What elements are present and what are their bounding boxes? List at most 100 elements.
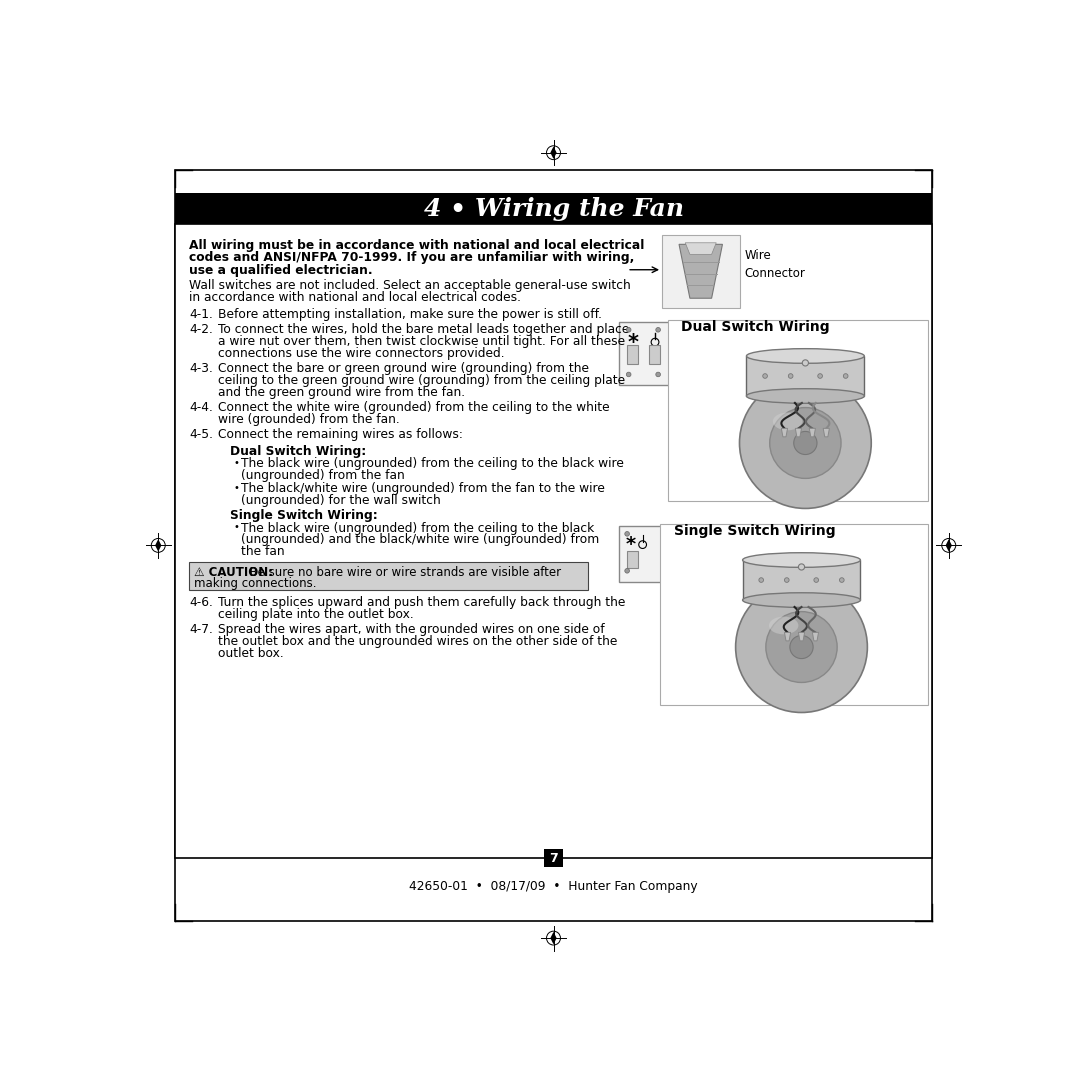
Circle shape: [626, 327, 631, 333]
Polygon shape: [823, 429, 829, 436]
Polygon shape: [156, 539, 161, 552]
Bar: [619, 526, 664, 582]
Text: Connect the white wire (grounded) from the ceiling to the white: Connect the white wire (grounded) from t…: [218, 401, 609, 414]
Text: 4-7.: 4-7.: [189, 623, 213, 636]
Polygon shape: [946, 539, 951, 552]
Circle shape: [814, 578, 819, 582]
Text: All wiring must be in accordance with national and local electrical: All wiring must be in accordance with na…: [189, 239, 645, 252]
Text: 42650-01  •  08/17/09  •  Hunter Fan Company: 42650-01 • 08/17/09 • Hunter Fan Company: [409, 879, 698, 892]
Text: Turn the splices upward and push them carefully back through the: Turn the splices upward and push them ca…: [218, 596, 625, 609]
Text: *: *: [625, 536, 636, 554]
Text: use a qualified electrician.: use a qualified electrician.: [189, 264, 373, 276]
Polygon shape: [781, 429, 787, 436]
Text: 7: 7: [549, 852, 558, 865]
Text: Dual Switch Wiring:: Dual Switch Wiring:: [230, 445, 366, 458]
Text: Spread the wires apart, with the grounded wires on one side of: Spread the wires apart, with the grounde…: [218, 623, 605, 636]
Text: •: •: [233, 458, 240, 468]
Bar: [175, 224, 932, 858]
Polygon shape: [679, 244, 723, 298]
Circle shape: [766, 611, 837, 683]
Ellipse shape: [743, 593, 861, 607]
Text: Connect the remaining wires as follows:: Connect the remaining wires as follows:: [218, 428, 463, 441]
Circle shape: [789, 635, 813, 659]
Text: The black wire (ungrounded) from the ceiling to the black wire: The black wire (ungrounded) from the cei…: [241, 457, 624, 470]
Text: Be sure no bare wire or wire strands are visible after: Be sure no bare wire or wire strands are…: [242, 566, 562, 579]
Text: (ungrounded) from the fan: (ungrounded) from the fan: [241, 469, 405, 482]
Text: in accordance with national and local electrical codes.: in accordance with national and local el…: [189, 292, 522, 305]
Circle shape: [759, 578, 764, 582]
Text: 4-2.: 4-2.: [189, 323, 213, 336]
Text: Single Switch Wiring: Single Switch Wiring: [674, 524, 835, 538]
Circle shape: [794, 431, 816, 455]
Circle shape: [788, 374, 793, 378]
Circle shape: [625, 568, 630, 573]
Text: •: •: [233, 523, 240, 532]
Text: wire (grounded) from the fan.: wire (grounded) from the fan.: [218, 413, 400, 426]
Text: ⚠ CAUTION:: ⚠ CAUTION:: [194, 566, 273, 579]
Circle shape: [802, 360, 809, 366]
Circle shape: [839, 578, 845, 582]
Ellipse shape: [746, 389, 864, 403]
Text: making connections.: making connections.: [194, 578, 316, 591]
Ellipse shape: [769, 617, 798, 634]
Bar: [627, 346, 638, 364]
Circle shape: [843, 374, 848, 378]
Circle shape: [798, 564, 805, 570]
Bar: [544, 849, 563, 867]
Circle shape: [770, 407, 841, 478]
Bar: [746, 356, 864, 396]
Bar: [627, 551, 638, 568]
Circle shape: [784, 578, 789, 582]
Text: Dual Switch Wiring: Dual Switch Wiring: [681, 320, 831, 334]
Text: ceiling to the green ground wire (grounding) from the ceiling plate: ceiling to the green ground wire (ground…: [218, 374, 625, 387]
Circle shape: [626, 373, 631, 377]
Bar: [661, 524, 928, 705]
Polygon shape: [798, 633, 805, 640]
Text: codes and ANSI/NFPA 70-1999. If you are unfamiliar with wiring,: codes and ANSI/NFPA 70-1999. If you are …: [189, 252, 635, 265]
Text: 4-4.: 4-4.: [189, 401, 213, 414]
Polygon shape: [551, 932, 556, 944]
Text: 4-6.: 4-6.: [189, 596, 213, 609]
Polygon shape: [812, 633, 819, 640]
Circle shape: [818, 374, 823, 378]
Polygon shape: [809, 429, 815, 436]
Text: a wire nut over them, then twist clockwise until tight. For all these: a wire nut over them, then twist clockwi…: [218, 335, 625, 348]
Bar: [619, 322, 672, 386]
Text: Before attempting installation, make sure the power is still off.: Before attempting installation, make sur…: [218, 308, 602, 321]
Text: (ungrounded) and the black/white wire (ungrounded) from: (ungrounded) and the black/white wire (u…: [241, 534, 599, 546]
Ellipse shape: [773, 413, 802, 430]
Text: The black/white wire (ungrounded) from the fan to the wire: The black/white wire (ungrounded) from t…: [241, 483, 605, 496]
Text: *: *: [627, 333, 638, 353]
Text: the fan: the fan: [241, 545, 285, 558]
Text: outlet box.: outlet box.: [218, 647, 284, 660]
Text: To connect the wires, hold the bare metal leads together and place: To connect the wires, hold the bare meta…: [218, 323, 630, 336]
Text: 4-5.: 4-5.: [189, 428, 213, 441]
Circle shape: [735, 582, 867, 713]
Circle shape: [656, 373, 661, 377]
Circle shape: [625, 531, 630, 536]
Text: the outlet box and the ungrounded wires on the other side of the: the outlet box and the ungrounded wires …: [218, 635, 618, 648]
Text: Single Switch Wiring:: Single Switch Wiring:: [230, 509, 377, 523]
Bar: [743, 561, 861, 600]
Text: ceiling plate into the outlet box.: ceiling plate into the outlet box.: [218, 608, 414, 621]
Bar: [662, 235, 740, 308]
Bar: [669, 320, 928, 501]
Text: The black wire (ungrounded) from the ceiling to the black: The black wire (ungrounded) from the cei…: [241, 522, 594, 535]
Bar: [189, 562, 589, 590]
Polygon shape: [551, 147, 556, 159]
Ellipse shape: [746, 349, 864, 363]
Text: Connect the bare or green ground wire (grounding) from the: Connect the bare or green ground wire (g…: [218, 362, 589, 375]
Bar: [649, 346, 660, 364]
Bar: [175, 192, 932, 224]
Text: and the green ground wire from the fan.: and the green ground wire from the fan.: [218, 386, 465, 399]
Text: •: •: [233, 483, 240, 494]
Circle shape: [656, 327, 661, 333]
Polygon shape: [685, 243, 716, 255]
Text: (ungrounded) for the wall switch: (ungrounded) for the wall switch: [241, 495, 441, 508]
Ellipse shape: [743, 553, 861, 567]
Text: Wire
Connector: Wire Connector: [744, 248, 805, 280]
Text: 4 • Wiring the Fan: 4 • Wiring the Fan: [423, 197, 684, 221]
Text: connections use the wire connectors provided.: connections use the wire connectors prov…: [218, 347, 504, 360]
Polygon shape: [795, 429, 801, 436]
Circle shape: [762, 374, 768, 378]
